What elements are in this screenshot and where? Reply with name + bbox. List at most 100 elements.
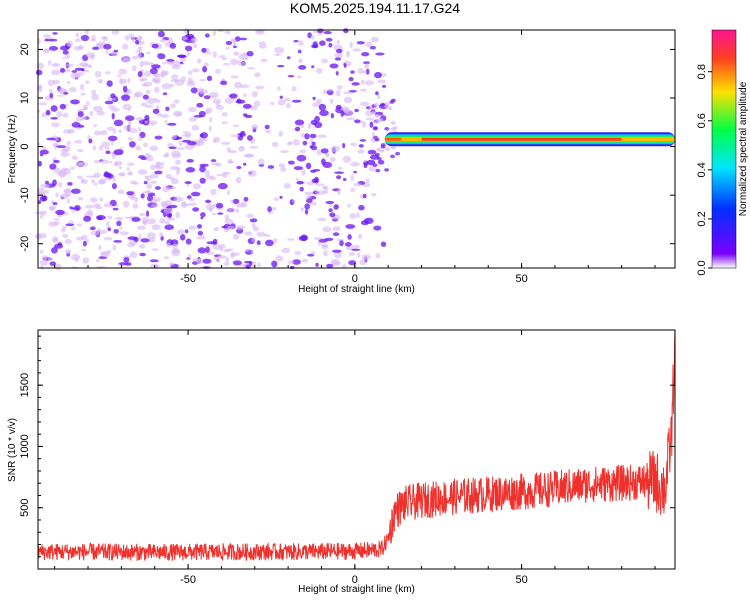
noise-blob bbox=[221, 225, 227, 229]
noise-blob bbox=[60, 151, 70, 157]
noise-blob bbox=[72, 207, 80, 210]
noise-blob bbox=[325, 152, 330, 156]
noise-blob bbox=[164, 119, 168, 125]
noise-blob bbox=[212, 30, 217, 37]
noise-blob bbox=[100, 159, 109, 164]
noise-blob bbox=[364, 217, 374, 224]
noise-blob bbox=[150, 164, 156, 171]
noise-blob bbox=[335, 71, 339, 76]
noise-blob bbox=[94, 130, 102, 136]
noise-blob bbox=[375, 91, 379, 96]
noise-blob bbox=[215, 69, 221, 74]
noise-blob bbox=[153, 97, 158, 101]
noise-blob bbox=[322, 226, 332, 233]
noise-blob bbox=[185, 131, 192, 138]
noise-blob bbox=[75, 161, 84, 167]
noise-blob bbox=[139, 252, 146, 257]
noise-blob bbox=[54, 143, 58, 150]
noise-blob bbox=[197, 247, 207, 254]
noise-blob bbox=[113, 240, 123, 243]
noise-blob bbox=[372, 163, 378, 167]
noise-blob bbox=[310, 169, 317, 173]
noise-blob bbox=[301, 258, 308, 263]
noise-blob bbox=[55, 192, 59, 198]
noise-blob bbox=[178, 140, 183, 147]
noise-blob bbox=[50, 117, 58, 120]
noise-blob bbox=[344, 242, 352, 247]
noise-blob bbox=[390, 121, 396, 125]
noise-blob bbox=[108, 161, 113, 164]
noise-blob bbox=[192, 207, 200, 212]
noise-blob bbox=[140, 193, 145, 199]
y-tick-label: -20 bbox=[19, 236, 31, 252]
noise-blob bbox=[118, 68, 128, 75]
noise-blob bbox=[49, 163, 57, 170]
noise-blob bbox=[317, 217, 327, 222]
noise-blob bbox=[233, 51, 240, 56]
noise-blob bbox=[186, 158, 194, 163]
noise-blob bbox=[90, 38, 96, 42]
noise-blob bbox=[56, 145, 66, 149]
noise-blob bbox=[329, 212, 336, 218]
noise-blob bbox=[48, 38, 58, 42]
noise-blob bbox=[301, 168, 306, 176]
noise-blob bbox=[61, 227, 66, 233]
noise-blob bbox=[93, 105, 103, 113]
noise-blob bbox=[93, 203, 101, 208]
noise-blob bbox=[170, 166, 180, 171]
noise-blob bbox=[145, 51, 151, 55]
noise-blob bbox=[182, 36, 188, 40]
noise-blob bbox=[287, 75, 295, 78]
noise-blob bbox=[283, 182, 291, 189]
noise-blob bbox=[143, 181, 148, 185]
x-tick-label: -50 bbox=[180, 273, 196, 285]
noise-blob bbox=[348, 252, 356, 256]
noise-blob bbox=[200, 132, 208, 139]
noise-blob bbox=[142, 220, 147, 224]
noise-blob bbox=[293, 166, 303, 171]
noise-blob bbox=[91, 89, 97, 96]
noise-blob bbox=[309, 201, 317, 206]
noise-blob bbox=[39, 249, 44, 255]
noise-blob bbox=[304, 203, 311, 210]
noise-blob bbox=[273, 197, 279, 202]
noise-blob bbox=[229, 252, 236, 259]
noise-blob bbox=[127, 137, 133, 141]
noise-blob bbox=[98, 245, 102, 250]
noise-blob bbox=[370, 111, 376, 115]
noise-blob bbox=[339, 240, 344, 247]
noise-blob bbox=[272, 206, 277, 211]
noise-blob bbox=[114, 216, 124, 220]
noise-blob bbox=[144, 120, 149, 124]
noise-blob bbox=[104, 100, 114, 105]
y-tick-label: -10 bbox=[19, 187, 31, 203]
noise-blob bbox=[225, 40, 233, 46]
noise-blob bbox=[345, 224, 356, 229]
noise-blob bbox=[328, 204, 333, 208]
noise-blob bbox=[201, 47, 207, 53]
noise-blob bbox=[236, 227, 243, 231]
noise-blob bbox=[360, 79, 365, 85]
noise-blob bbox=[320, 148, 329, 154]
noise-blob bbox=[123, 125, 131, 131]
noise-blob bbox=[243, 196, 249, 202]
noise-blob bbox=[350, 161, 360, 167]
noise-blob bbox=[239, 84, 250, 89]
noise-blob bbox=[188, 198, 195, 202]
spectrogram-noise-layer bbox=[34, 27, 401, 271]
noise-blob bbox=[230, 200, 234, 203]
noise-blob bbox=[77, 148, 84, 153]
noise-blob bbox=[169, 177, 175, 180]
noise-blob bbox=[225, 257, 230, 264]
noise-blob bbox=[89, 110, 94, 116]
noise-blob bbox=[342, 142, 346, 149]
noise-blob bbox=[217, 212, 224, 215]
noise-blob bbox=[299, 186, 304, 192]
noise-blob bbox=[395, 151, 401, 156]
noise-blob bbox=[179, 61, 184, 65]
noise-blob bbox=[298, 65, 307, 70]
noise-blob bbox=[129, 141, 136, 148]
noise-blob bbox=[248, 261, 253, 266]
noise-blob bbox=[350, 70, 355, 74]
noise-blob bbox=[37, 160, 42, 167]
